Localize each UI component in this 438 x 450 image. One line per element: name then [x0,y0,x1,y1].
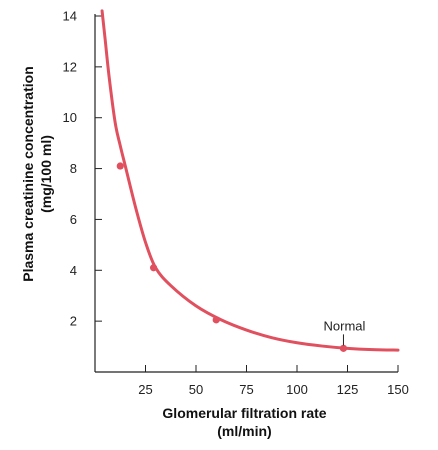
creatinine-curve [100,9,400,352]
x-axis-title: Glomerular filtration rate [162,405,326,421]
x-tick-label: 150 [387,382,409,397]
data-points-group [116,162,348,352]
y-axis-unit: (mg/100 ml) [38,135,54,213]
x-tick-label: 25 [138,382,152,397]
normal-annotation: Normal [324,318,366,346]
y-tick-label: 14 [63,9,77,24]
y-tick-label: 8 [70,161,77,176]
y-tick-label: 12 [63,59,77,74]
x-tick-label: 125 [337,382,359,397]
x-tick-label: 100 [286,382,308,397]
data-point [116,162,124,170]
x-ticks-group: 25 50 75 100 125 150 [138,365,409,397]
normal-label: Normal [324,318,366,333]
y-axis-title: Plasma creatinine concentration [20,66,36,282]
x-tick-label: 50 [189,382,203,397]
y-tick-label: 2 [70,314,77,329]
x-tick-label: 75 [239,382,253,397]
data-point [149,264,158,272]
y-tick-label: 6 [70,212,77,227]
data-point [212,316,220,324]
data-point [339,344,348,352]
y-tick-label: 4 [70,263,77,278]
x-axis-unit: (ml/min) [217,423,271,439]
y-tick-label: 10 [63,110,77,125]
y-ticks-group: 2 4 6 8 10 12 14 [63,9,102,329]
